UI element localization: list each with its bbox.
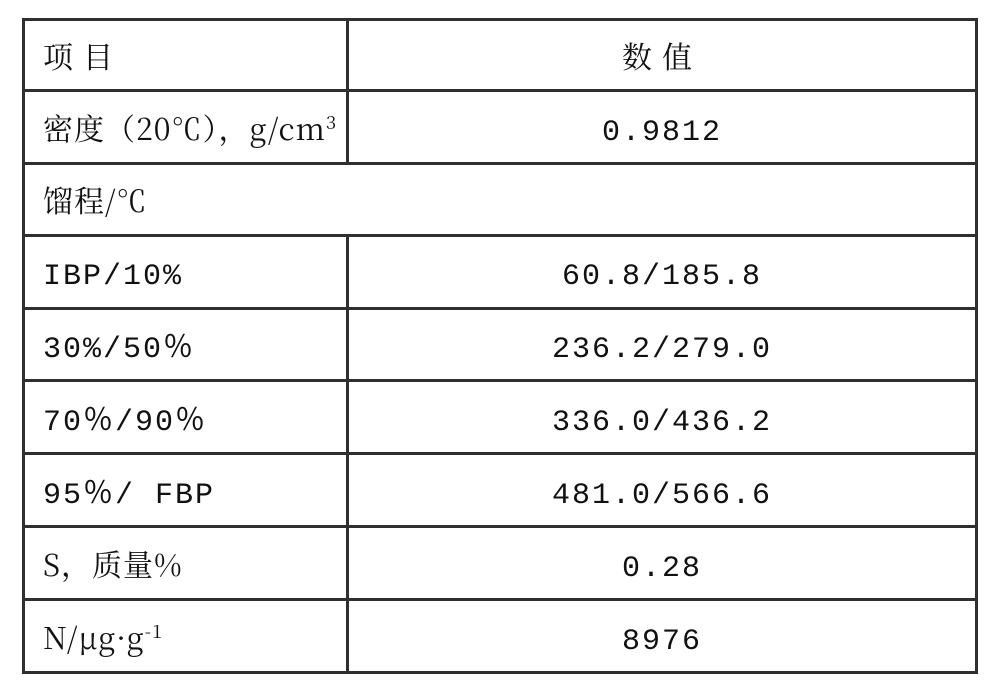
table-row: 30%/50％236.2/279.0 (24, 308, 977, 381)
properties-table-body: 项目数值密度（20℃），g/cm30.9812馏程/℃IBP/10%60.8/1… (24, 20, 977, 673)
value-cell: 0.9812 (348, 91, 977, 164)
properties-table: 项目数值密度（20℃），g/cm30.9812馏程/℃IBP/10%60.8/1… (22, 18, 978, 674)
table-row: 密度（20℃），g/cm30.9812 (24, 91, 977, 164)
table-row: N/μg·g-18976 (24, 600, 977, 673)
page: 项目数值密度（20℃），g/cm30.9812馏程/℃IBP/10%60.8/1… (0, 0, 1000, 696)
label-cell: IBP/10% (24, 235, 348, 308)
table-row: 95％/ FBP481.0/566.6 (24, 454, 977, 527)
value-cell: 236.2/279.0 (348, 308, 977, 381)
table-row: 项目数值 (24, 20, 977, 91)
label-cell: S，质量% (24, 527, 348, 600)
label-cell: N/μg·g-1 (24, 600, 348, 673)
value-cell: 数值 (348, 20, 977, 91)
value-cell: 0.28 (348, 527, 977, 600)
value-cell: 8976 (348, 600, 977, 673)
table-row: 馏程/℃ (24, 164, 977, 235)
value-cell: 336.0/436.2 (348, 381, 977, 454)
label-cell: 95％/ FBP (24, 454, 348, 527)
label-cell: 密度（20℃），g/cm3 (24, 91, 348, 164)
label-cell: 项目 (24, 20, 348, 91)
label-cell: 30%/50％ (24, 308, 348, 381)
value-cell: 60.8/185.8 (348, 235, 977, 308)
value-cell: 481.0/566.6 (348, 454, 977, 527)
table-row: 70％/90％336.0/436.2 (24, 381, 977, 454)
table-row: S，质量%0.28 (24, 527, 977, 600)
table-row: IBP/10%60.8/185.8 (24, 235, 977, 308)
label-cell: 70％/90％ (24, 381, 348, 454)
section-cell: 馏程/℃ (24, 164, 977, 235)
